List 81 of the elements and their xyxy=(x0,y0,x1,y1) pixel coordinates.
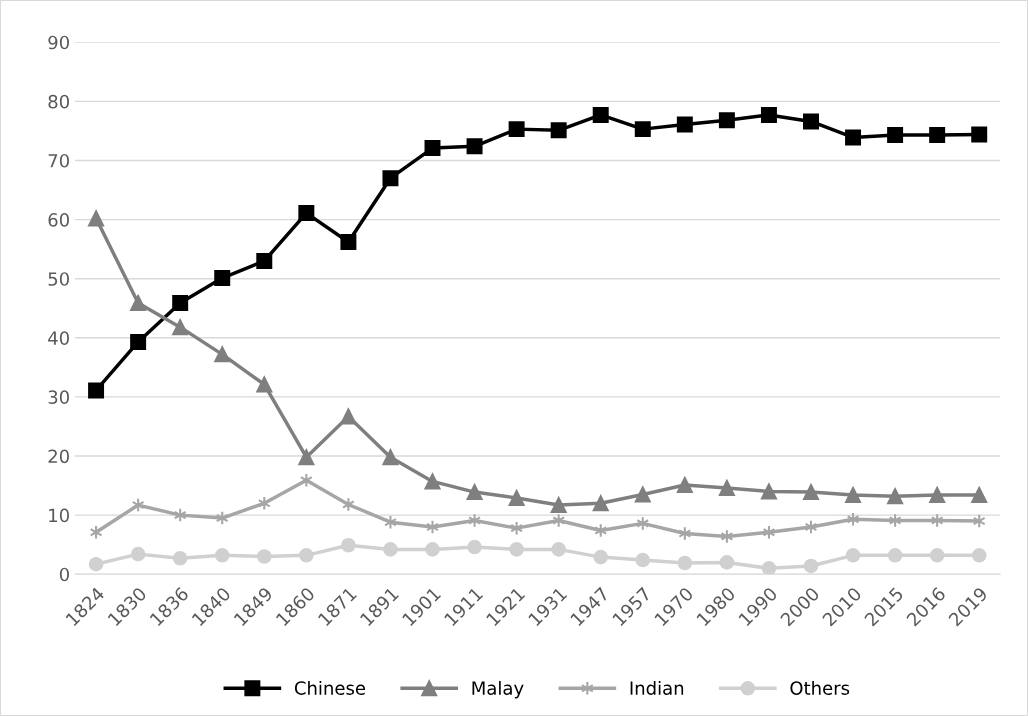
point xyxy=(887,127,904,144)
legend-label: Chinese xyxy=(294,680,366,695)
point xyxy=(382,170,399,187)
point xyxy=(592,106,609,123)
point xyxy=(340,234,357,251)
point xyxy=(803,484,819,501)
point xyxy=(760,106,777,123)
y-tick-label: 80 xyxy=(48,94,69,109)
point xyxy=(845,487,862,504)
y-tick-label: 90 xyxy=(48,35,69,50)
point xyxy=(971,126,988,143)
y-tick-label: 30 xyxy=(48,390,69,405)
point xyxy=(803,113,819,130)
point xyxy=(676,116,693,133)
point xyxy=(466,484,483,501)
point xyxy=(509,542,524,557)
point xyxy=(257,549,272,564)
point xyxy=(887,488,904,505)
point xyxy=(845,548,861,563)
point xyxy=(172,294,189,311)
point xyxy=(971,548,987,563)
point xyxy=(172,319,189,336)
point xyxy=(719,555,735,570)
y-tick-label: 70 xyxy=(48,153,69,168)
point xyxy=(172,550,188,566)
legend-label: Others xyxy=(790,680,850,695)
point xyxy=(803,558,819,574)
point xyxy=(929,548,945,563)
point xyxy=(424,473,441,490)
point xyxy=(508,121,525,138)
point xyxy=(634,486,651,503)
point xyxy=(676,476,693,493)
point xyxy=(214,270,231,287)
point xyxy=(761,561,777,575)
point xyxy=(130,294,147,311)
point xyxy=(214,346,231,363)
y-tick-label: 0 xyxy=(59,567,69,582)
point xyxy=(550,497,567,514)
point xyxy=(467,539,482,555)
point xyxy=(341,537,356,553)
legend-label: Malay xyxy=(472,680,524,699)
point xyxy=(424,140,441,157)
point xyxy=(550,122,567,139)
point xyxy=(383,542,398,557)
point xyxy=(299,548,314,563)
point xyxy=(634,121,651,138)
point xyxy=(88,382,105,399)
point xyxy=(718,112,735,129)
point xyxy=(971,487,988,504)
point xyxy=(214,548,230,563)
point xyxy=(677,555,693,571)
point xyxy=(466,138,483,155)
point xyxy=(425,542,440,557)
point xyxy=(88,556,104,572)
point xyxy=(887,548,903,563)
y-tick-label: 10 xyxy=(49,508,69,523)
point xyxy=(635,552,651,568)
point xyxy=(845,129,862,146)
point xyxy=(88,210,105,227)
y-tick-label: 60 xyxy=(48,213,69,227)
point xyxy=(256,252,273,269)
legend-label: Indian xyxy=(630,680,684,695)
y-tick-label: 20 xyxy=(48,449,69,464)
point xyxy=(340,408,357,425)
y-tick-label: 50 xyxy=(48,272,69,286)
point xyxy=(130,546,146,562)
point xyxy=(760,483,777,500)
y-tick-label: 40 xyxy=(48,331,69,345)
point xyxy=(718,479,735,496)
point xyxy=(929,127,946,144)
point xyxy=(426,519,439,535)
point xyxy=(382,449,399,466)
point xyxy=(298,449,315,466)
point xyxy=(298,205,315,222)
point xyxy=(593,549,609,565)
point xyxy=(929,487,946,504)
point xyxy=(551,542,566,557)
point xyxy=(508,490,525,506)
point xyxy=(592,495,609,512)
point xyxy=(256,376,273,393)
point xyxy=(130,333,147,350)
